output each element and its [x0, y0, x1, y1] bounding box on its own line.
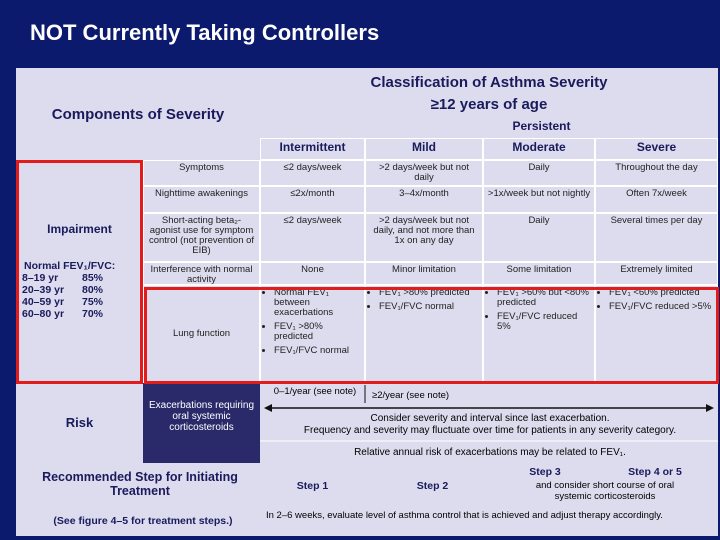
- bullet: FEV₁/FVC normal: [379, 301, 470, 312]
- fev-title: Normal FEV₁/FVC:: [24, 260, 116, 272]
- cell: Throughout the day: [595, 160, 718, 186]
- cell: Often 7x/week: [595, 186, 718, 213]
- cell: None: [260, 262, 365, 285]
- risk-row-label-bg: [143, 383, 260, 463]
- cell: ≤2 days/week: [260, 213, 365, 262]
- highlight-box: [16, 160, 143, 384]
- step: Step 3: [529, 466, 561, 478]
- cell: ≤2x/month: [260, 186, 365, 213]
- cell: Several times per day: [595, 213, 718, 262]
- slide-title: NOT Currently Taking Controllers: [30, 20, 380, 45]
- cell: >2 days/week but not daily, and not more…: [365, 213, 483, 262]
- table-subtitle: ≥12 years of age: [430, 96, 548, 113]
- column-header: Intermittent: [260, 138, 365, 160]
- bullet: FEV₁/FVC reduced 5%: [497, 311, 591, 332]
- column-header: Mild: [365, 138, 483, 160]
- bullet: FEV₁ >80% predicted: [379, 288, 470, 298]
- bullet-list: FEV₁ >80% predicted FEV₁/FVC normal: [369, 288, 470, 316]
- risk-intermittent: 0–1/year (see note): [273, 386, 357, 397]
- fev-cell: 8–19 yr: [22, 272, 59, 284]
- bullet: FEV₁/FVC normal: [274, 345, 361, 356]
- column-header: Severe: [595, 138, 718, 160]
- row-label: Symptoms: [143, 160, 260, 186]
- cell: >2 days/week but not daily: [365, 160, 483, 186]
- components-label: Components of Severity: [51, 106, 225, 123]
- persistent-label: Persistent: [512, 119, 571, 133]
- highlight-box: [144, 287, 719, 384]
- fev-cell: 80%: [82, 284, 104, 296]
- steroid-note: and consider short course of oral system…: [535, 480, 675, 502]
- cell: Extremely limited: [595, 262, 718, 285]
- risk-arrows: [260, 385, 718, 442]
- bullet: FEV₁/FVC reduced >5%: [609, 301, 711, 312]
- bullet-list: Normal FEV₁ between exacerbations FEV₁ >8…: [264, 288, 361, 360]
- bullet: FEV₁ >80% predicted: [274, 321, 361, 342]
- bullet: FEV₁ <60% predicted: [609, 288, 711, 298]
- bullet: FEV₁ >60% but <80% predicted: [497, 288, 591, 308]
- risk-persistent: ≥2/year (see note): [372, 390, 450, 401]
- table-title: Classification of Asthma Severity: [370, 74, 608, 91]
- fev-cell: 70%: [82, 308, 104, 320]
- followup: In 2–6 weeks, evaluate level of asthma c…: [266, 510, 663, 521]
- cell: ≤2 days/week: [260, 160, 365, 186]
- bullet: Normal FEV₁ between exacerbations: [274, 288, 361, 318]
- bullet-list: FEV₁ >60% but <80% predicted FEV₁/FVC red…: [487, 288, 591, 336]
- column-header: Moderate: [483, 138, 595, 160]
- cell: Minor limitation: [365, 262, 483, 285]
- risk-note: Relative annual risk of exacerbations ma…: [354, 447, 626, 458]
- treatment-label: Recommended Step for Initiating Treatmen…: [42, 470, 238, 498]
- row-label: Interference with normal activity: [143, 262, 260, 285]
- treatment-note: (See figure 4–5 for treatment steps.): [53, 515, 233, 527]
- table: [16, 68, 718, 536]
- row-label: Nighttime awakenings: [143, 186, 260, 213]
- arrowhead: [264, 404, 272, 412]
- row-label: Short-acting beta₂-agonist use for sympt…: [143, 213, 260, 262]
- cell: Daily: [483, 213, 595, 262]
- cell: >1x/week but not nightly: [483, 186, 595, 213]
- cell: Some limitation: [483, 262, 595, 285]
- fev-cell: 40–59 yr: [22, 296, 65, 308]
- fev-cell: 20–39 yr: [22, 284, 65, 296]
- risk-note: Frequency and severity may fluctuate ove…: [303, 425, 677, 436]
- fev-cell: 75%: [82, 296, 104, 308]
- impairment-label: Impairment: [47, 222, 112, 236]
- arrowhead: [706, 404, 714, 412]
- step: Step 4 or 5: [628, 466, 682, 478]
- fev-cell: 85%: [82, 272, 104, 284]
- cell: Daily: [483, 160, 595, 186]
- bullet-list: FEV₁ <60% predicted FEV₁/FVC reduced >5%: [599, 288, 711, 316]
- risk-row-label: Exacerbations requiring oral systemic co…: [148, 400, 255, 433]
- cell: 3–4x/month: [365, 186, 483, 213]
- risk-note: Consider severity and interval since las…: [370, 413, 610, 424]
- step: Step 2: [416, 480, 449, 492]
- fev-cell: 60–80 yr: [22, 308, 65, 320]
- step: Step 1: [296, 480, 329, 492]
- risk-label: Risk: [65, 415, 94, 430]
